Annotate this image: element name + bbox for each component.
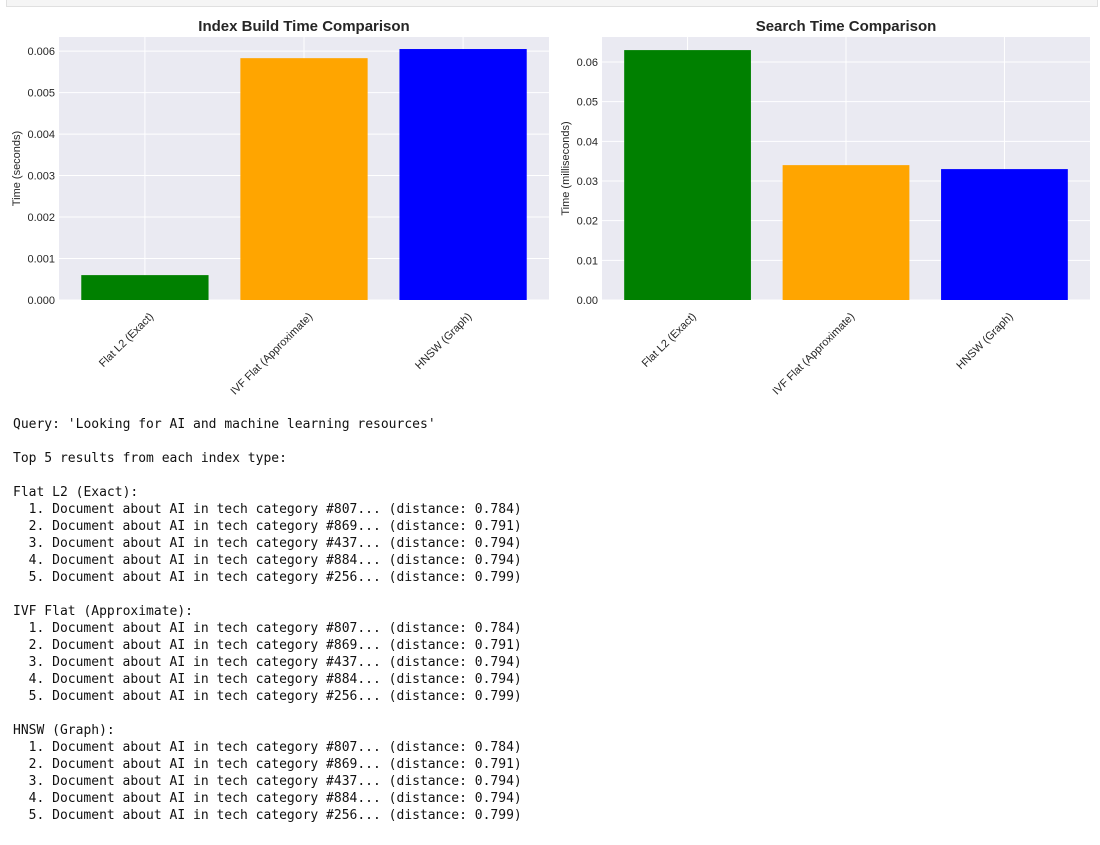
- output-line: 5. Document about AI in tech category #2…: [28, 689, 522, 704]
- text-output: Query: 'Looking for AI and machine learn…: [13, 416, 522, 824]
- y-tick-label: 0.002: [27, 212, 55, 224]
- output-line: 1. Document about AI in tech category #8…: [28, 621, 522, 636]
- y-tick-label: 0.02: [577, 216, 598, 228]
- y-tick-label: 0.04: [577, 136, 598, 148]
- output-line: 1. Document about AI in tech category #8…: [28, 502, 522, 517]
- x-tick-label: Flat L2 (Exact): [97, 311, 156, 370]
- charts: Index Build Time Comparison Time (seconds…: [11, 18, 1090, 398]
- bar: [399, 49, 527, 300]
- y-axis-label: Time (milliseconds): [560, 121, 572, 215]
- bar: [782, 165, 910, 300]
- bar: [941, 169, 1068, 300]
- output-line: 2. Document about AI in tech category #8…: [28, 519, 522, 534]
- y-tick-label: 0.03: [577, 176, 598, 188]
- output-line: 5. Document about AI in tech category #2…: [28, 570, 522, 585]
- output-line: IVF Flat (Approximate):: [13, 604, 194, 619]
- y-tick-label: 0.006: [27, 46, 55, 58]
- output-line: 3. Document about AI in tech category #4…: [28, 536, 522, 551]
- y-tick-label: 0.06: [577, 57, 598, 69]
- output-line: HNSW (Graph):: [13, 723, 115, 738]
- output-line: 2. Document about AI in tech category #8…: [28, 757, 522, 772]
- cell-border: [6, 0, 1098, 7]
- y-tick-label: 0.001: [27, 254, 55, 266]
- bar: [81, 275, 209, 300]
- x-tick-label: IVF Flat (Approximate): [770, 311, 857, 398]
- x-tick-label: Flat L2 (Exact): [640, 311, 699, 370]
- bar: [624, 50, 751, 300]
- y-tick-label: 0.01: [577, 255, 598, 267]
- output-line: 4. Document about AI in tech category #8…: [28, 791, 522, 806]
- y-tick-label: 0.05: [577, 97, 598, 109]
- y-tick-label: 0.00: [577, 295, 598, 307]
- y-tick-label: 0.003: [27, 171, 55, 183]
- output-line: Flat L2 (Exact):: [13, 485, 139, 500]
- y-axis-label: Time (seconds): [11, 131, 23, 206]
- y-tick-label: 0.004: [27, 129, 55, 141]
- output-line: 1. Document about AI in tech category #8…: [28, 740, 522, 755]
- x-tick-label: IVF Flat (Approximate): [228, 311, 315, 398]
- output-line: 3. Document about AI in tech category #4…: [28, 655, 522, 670]
- chart-title: Search Time Comparison: [756, 18, 937, 35]
- x-tick-label: HNSW (Graph): [954, 311, 1015, 372]
- output-line: 5. Document about AI in tech category #2…: [28, 808, 522, 823]
- y-tick-label: 0.005: [27, 88, 55, 100]
- output-line: Top 5 results from each index type:: [13, 451, 287, 466]
- output-line: 2. Document about AI in tech category #8…: [28, 638, 522, 653]
- output-line: Query: 'Looking for AI and machine learn…: [13, 417, 436, 432]
- output-line: 4. Document about AI in tech category #8…: [28, 672, 522, 687]
- chart-title: Index Build Time Comparison: [198, 18, 409, 35]
- y-tick-label: 0.000: [27, 295, 55, 307]
- output-line: 3. Document about AI in tech category #4…: [28, 774, 522, 789]
- output-line: 4. Document about AI in tech category #8…: [28, 553, 522, 568]
- bar: [240, 58, 368, 300]
- x-tick-label: HNSW (Graph): [413, 311, 474, 372]
